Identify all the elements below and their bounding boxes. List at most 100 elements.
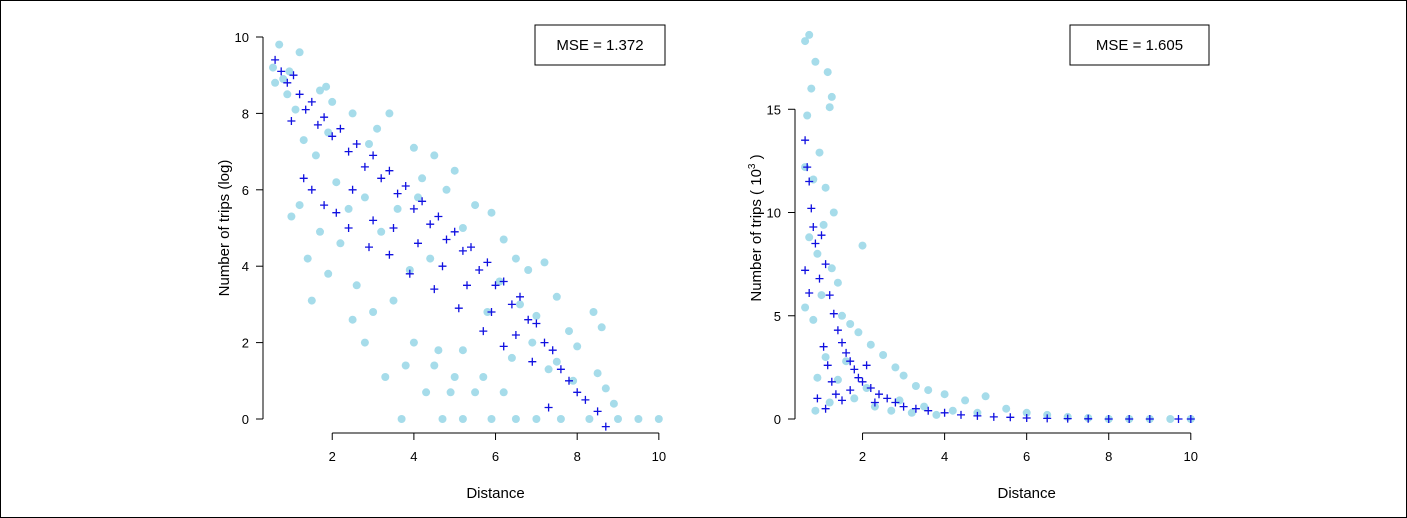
observed-point (811, 57, 820, 66)
observed-point (895, 396, 904, 405)
observed-point (269, 63, 277, 72)
observed-point (348, 109, 357, 118)
predicted-point (336, 124, 345, 133)
observed-point (414, 193, 422, 202)
predicted-point (858, 377, 867, 386)
y-tick-label: 2 (242, 336, 249, 351)
observed-point (801, 303, 810, 312)
observed-point (815, 148, 824, 157)
predicted-point (418, 197, 427, 206)
observed-point (322, 82, 331, 91)
observed-point (328, 97, 337, 106)
y-tick-label: 10 (767, 206, 781, 221)
observed-point (385, 109, 394, 118)
predicted-point (911, 404, 920, 413)
observed-point (336, 239, 345, 248)
observed-point (552, 357, 561, 366)
predicted-point (320, 201, 329, 210)
observed-point (819, 220, 828, 229)
y-tick-label: 0 (242, 412, 249, 427)
observed-point (805, 233, 814, 242)
observed-point (532, 311, 541, 320)
predicted-point (271, 55, 280, 64)
predicted-point (434, 212, 443, 221)
y-axis-title: Number of trips (log) (216, 160, 233, 297)
predicted-point (811, 239, 820, 248)
predicted-point (295, 90, 304, 99)
predicted-point (328, 132, 337, 141)
observed-point (332, 178, 341, 187)
predicted-point (807, 204, 816, 213)
predicted-point (352, 140, 361, 148)
predicted-point (838, 396, 846, 405)
observed-point (285, 67, 294, 76)
observed-point (316, 227, 324, 236)
predicted-point (838, 338, 846, 347)
y-tick-label: 15 (767, 102, 781, 117)
observed-point (593, 369, 602, 378)
observed-point (879, 351, 888, 359)
observed-point (866, 340, 875, 349)
predicted-point (344, 224, 353, 232)
observed-point (654, 415, 663, 423)
predicted-point (450, 227, 459, 236)
x-tick-label: 8 (1105, 449, 1112, 464)
predicted-point (831, 390, 840, 399)
observed-point (422, 388, 431, 397)
observed-point (487, 415, 496, 423)
observed-point (924, 386, 933, 395)
predicted-point (377, 174, 386, 183)
observed-point (450, 166, 459, 175)
observed-point (870, 402, 879, 411)
observed-point (287, 212, 296, 221)
observed-point (891, 363, 900, 372)
predicted-point (369, 216, 378, 225)
observed-point (540, 258, 549, 267)
x-axis-title: Distance (466, 485, 524, 502)
predicted-point (369, 151, 378, 160)
y-tick-label: 8 (242, 106, 249, 121)
predicted-point (866, 384, 875, 392)
predicted-point (389, 224, 398, 232)
predicted-point (1125, 415, 1134, 423)
observed-point (352, 281, 361, 290)
predicted-point (475, 266, 484, 274)
observed-point (862, 384, 871, 392)
predicted-point (803, 163, 812, 172)
observed-point (807, 84, 816, 93)
predicted-point (499, 277, 508, 286)
predicted-point (463, 281, 471, 290)
observed-point (365, 140, 373, 148)
observed-point (299, 136, 308, 145)
predicted-point (1186, 415, 1195, 423)
predicted-point (524, 315, 533, 324)
observed-point (907, 408, 916, 417)
observed-point (295, 48, 304, 57)
predicted-point (348, 185, 357, 194)
observed-point (827, 92, 836, 101)
observed-point (842, 357, 851, 366)
observed-point (887, 406, 896, 415)
predicted-point (516, 292, 524, 301)
observed-point (833, 375, 842, 384)
observed-point (809, 175, 818, 184)
predicted-point (289, 71, 298, 80)
predicted-point (827, 377, 836, 386)
observed-point (899, 371, 908, 380)
observed-point (499, 388, 508, 397)
predicted-point (385, 250, 394, 259)
observed-point (499, 235, 508, 244)
observed-point (609, 399, 618, 408)
predicted-point (821, 260, 830, 269)
observed-point (858, 241, 867, 250)
observed-point (813, 249, 822, 258)
predicted-point (393, 189, 402, 198)
predicted-point (540, 338, 549, 347)
predicted-point (601, 422, 610, 431)
observed-point (279, 75, 288, 83)
observed-point (589, 308, 598, 316)
predicted-point (458, 246, 467, 255)
x-axis-title: Distance (997, 485, 1055, 502)
predicted-point (556, 365, 565, 374)
y-axis-title: Number of trips ( 103 ) (747, 154, 765, 301)
